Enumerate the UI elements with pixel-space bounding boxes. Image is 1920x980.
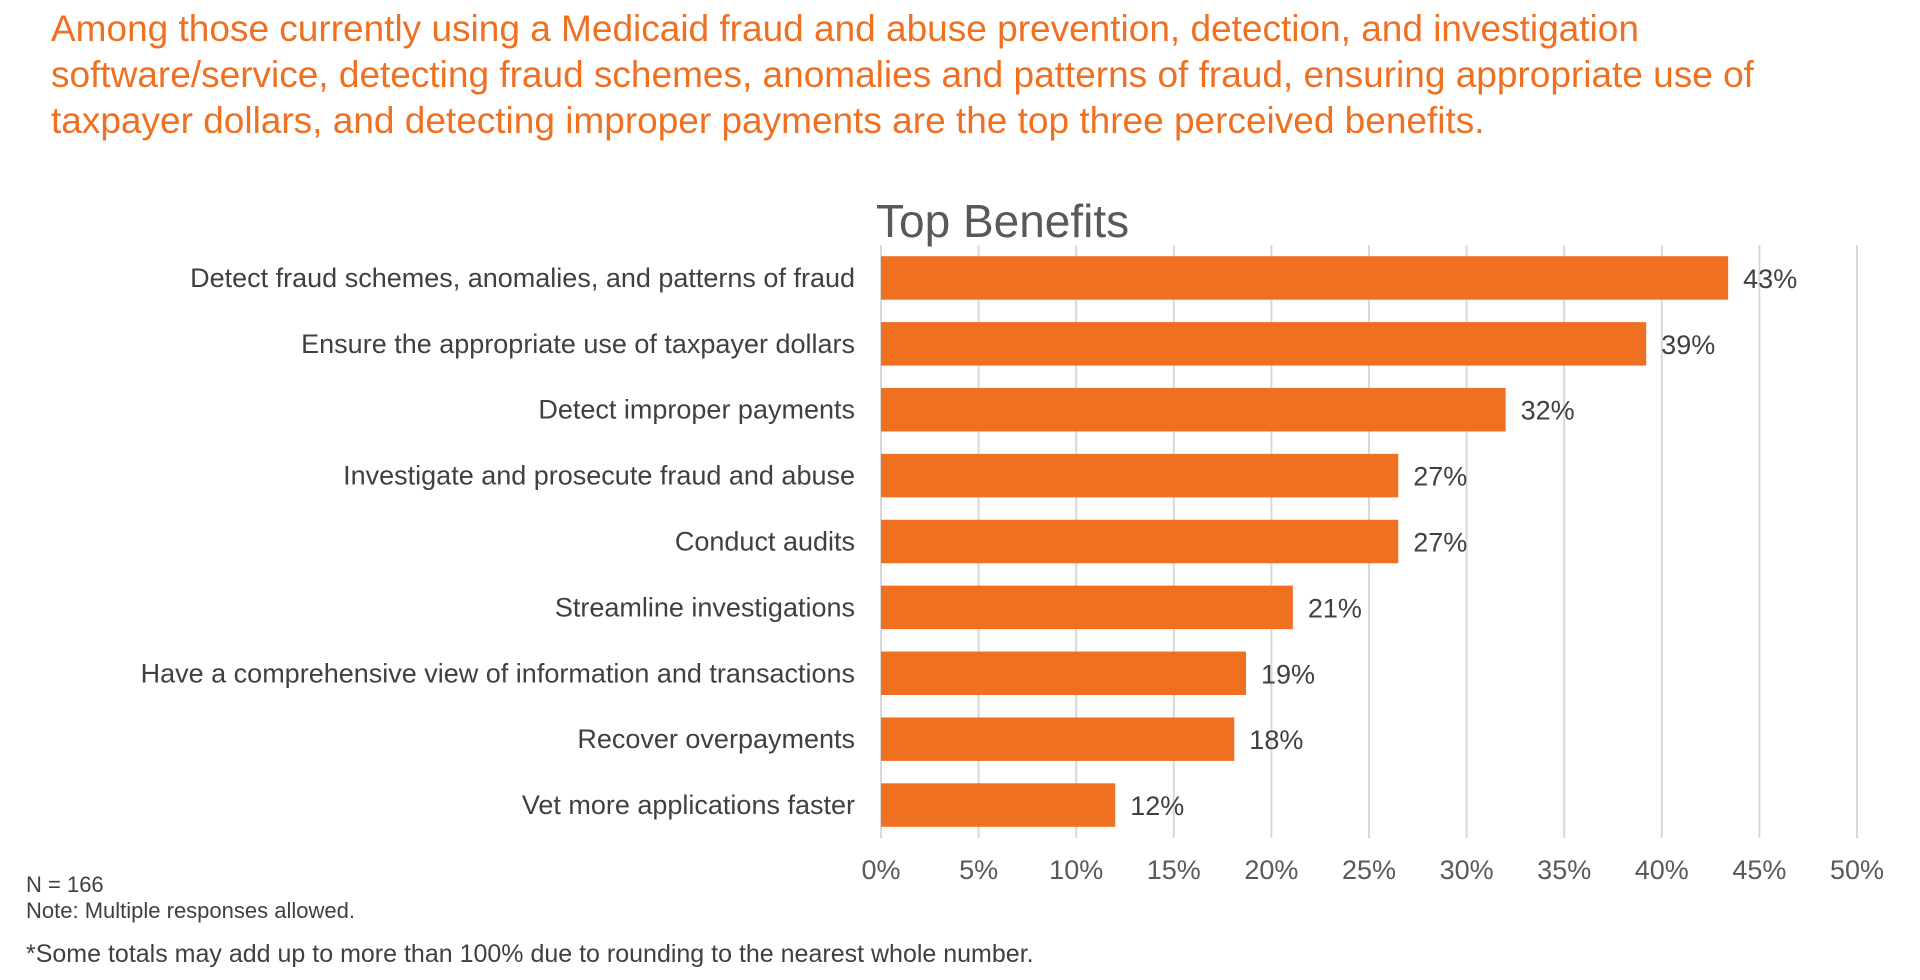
category-label: Streamline investigations [555, 592, 855, 622]
x-tick-label: 40% [1635, 855, 1689, 885]
bar [881, 387, 1506, 432]
value-label: 12% [1130, 791, 1184, 821]
category-label: Have a comprehensive view of information… [141, 658, 855, 688]
value-label: 43% [1743, 264, 1797, 294]
x-tick-label: 30% [1440, 855, 1494, 885]
value-label: 19% [1261, 659, 1315, 689]
x-tick-label: 15% [1147, 855, 1201, 885]
bar [881, 651, 1247, 696]
headline: Among those currently using a Medicaid f… [51, 8, 1754, 141]
category-label: Ensure the appropriate use of taxpayer d… [301, 329, 855, 359]
rounding-footnote: *Some totals may add up to more than 100… [26, 940, 1034, 968]
bar [881, 322, 1647, 366]
x-tick-label: 5% [959, 855, 998, 885]
chart-title: Top Benefits [876, 195, 1130, 247]
multiple-responses-note: Note: Multiple responses allowed. [26, 898, 355, 923]
sample-size-note: N = 166 [26, 872, 104, 897]
bar [881, 783, 1116, 827]
category-label: Vet more applications faster [522, 790, 855, 820]
bar [881, 717, 1235, 761]
category-label: Detect fraud schemes, anomalies, and pat… [190, 263, 855, 293]
x-tick-label: 10% [1049, 855, 1103, 885]
value-label: 27% [1413, 528, 1467, 558]
category-label: Investigate and prosecute fraud and abus… [343, 461, 855, 491]
category-label: Detect improper payments [538, 395, 855, 425]
bar [881, 519, 1399, 564]
labels: 0% 5% 10% 15% 20% 25% 30% 35% 40% 45% 50% Detect fr… [141, 263, 1884, 885]
sample-notes: N = 166 Note: Multiple responses allowed… [26, 872, 355, 924]
x-tick-label: 50% [1830, 855, 1884, 885]
category-label: Conduct audits [675, 527, 855, 557]
bars [881, 256, 1729, 827]
value-label: 32% [1521, 396, 1575, 426]
x-tick-label: 0% [861, 855, 900, 885]
x-tick-label: 20% [1244, 855, 1298, 885]
x-tick-label: 35% [1537, 855, 1591, 885]
value-label: 39% [1661, 330, 1715, 360]
x-tick-label: 45% [1732, 855, 1786, 885]
x-tick-label: 25% [1342, 855, 1396, 885]
value-label: 27% [1413, 462, 1467, 492]
bar [881, 256, 1729, 300]
bar [881, 585, 1293, 630]
bar [881, 453, 1399, 498]
category-label: Recover overpayments [577, 724, 855, 754]
value-label: 21% [1308, 593, 1362, 623]
value-label: 18% [1249, 725, 1303, 755]
